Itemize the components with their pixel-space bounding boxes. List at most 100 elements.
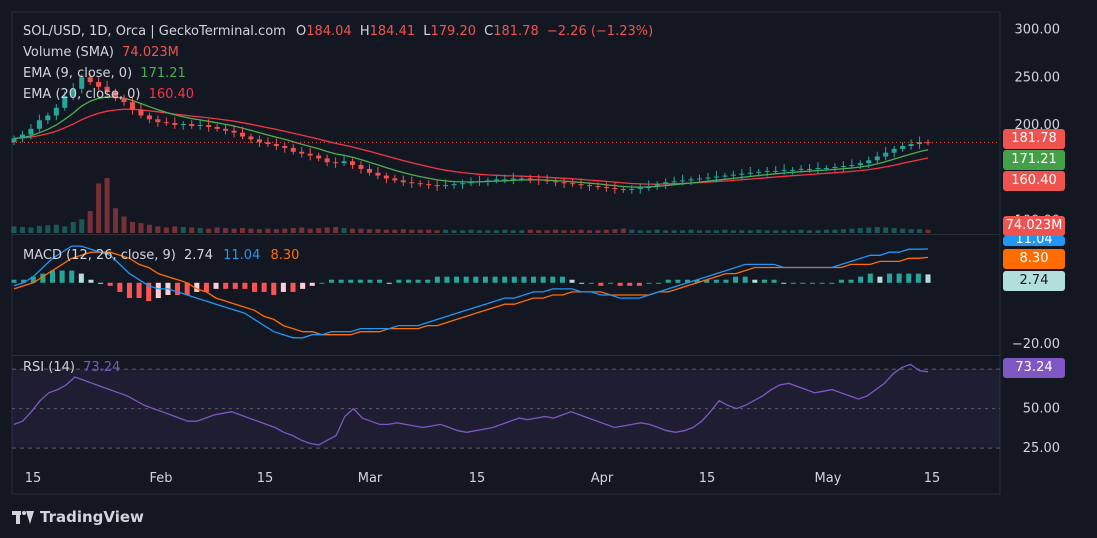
volume-bar: [282, 228, 288, 233]
volume-bar: [366, 229, 372, 233]
volume-bar: [917, 229, 923, 233]
macd-histogram-bar: [636, 282, 642, 286]
macd-histogram-bar: [790, 282, 796, 284]
candle-body: [87, 77, 93, 83]
volume-bar: [874, 226, 880, 233]
candle-body: [654, 184, 660, 187]
volume-bar: [586, 230, 592, 233]
pane-separator[interactable]: [12, 234, 1000, 235]
candle-body: [832, 167, 838, 168]
ema20-label: EMA (20, close, 0): [23, 87, 141, 102]
volume-bar: [79, 219, 85, 233]
volume-bar: [350, 228, 356, 233]
volume-bar: [45, 225, 51, 233]
candle-body: [773, 170, 779, 172]
x-axis-label: Mar: [358, 471, 383, 486]
open-value: 184.04: [306, 24, 352, 39]
volume-bar: [544, 230, 550, 233]
macd-histogram-bar: [319, 282, 325, 284]
macd-histogram-bar: [617, 282, 623, 286]
candle-body: [19, 134, 25, 139]
macd-histogram-bar: [848, 279, 854, 283]
macd-signal-tag: 8.30: [1003, 249, 1065, 269]
symbol-title[interactable]: SOL/USD, 1D, Orca | GeckoTerminal.com: [23, 24, 286, 39]
candle-body: [553, 181, 559, 183]
macd-histogram-bar: [694, 279, 700, 283]
macd-histogram-bar: [675, 279, 681, 283]
macd-histogram-bar: [386, 282, 392, 284]
macd-histogram-bar: [502, 276, 508, 283]
candle-body: [536, 179, 542, 181]
macd-histogram-bar: [511, 276, 517, 283]
volume-bar: [900, 228, 906, 233]
macd-histogram-bar: [126, 282, 132, 299]
volume-legend[interactable]: Volume (SMA) 74.023M: [23, 45, 179, 60]
candle-body: [561, 182, 567, 184]
candle-body: [857, 163, 863, 166]
macd-histogram-bar: [98, 282, 104, 284]
candle-body: [146, 115, 152, 120]
volume-bar: [493, 230, 499, 233]
candle-body: [409, 182, 415, 184]
macd-histogram-bar: [887, 273, 893, 283]
ohlc-header: SOL/USD, 1D, Orca | GeckoTerminal.com O1…: [23, 24, 653, 39]
candle-body: [578, 184, 584, 186]
macd-line-tag: 11.04: [1003, 236, 1065, 246]
macd-histogram-bar: [11, 279, 17, 283]
candle-body: [28, 128, 34, 135]
macd-histogram-bar: [203, 282, 209, 292]
volume-bar: [595, 230, 601, 233]
candle-body: [798, 168, 804, 170]
candle-body: [104, 86, 110, 92]
candle-body: [265, 142, 271, 145]
macd-histogram-bar: [588, 282, 594, 284]
candle-body: [510, 178, 516, 180]
volume-bar: [400, 229, 406, 233]
candle-body: [688, 179, 694, 181]
candle-body: [747, 172, 753, 174]
open-label: O: [295, 24, 307, 39]
volume-bar: [256, 229, 262, 233]
macd-histogram-bar: [223, 282, 229, 289]
macd-histogram-bar: [348, 279, 354, 283]
volume-bar: [510, 230, 516, 233]
tradingview-logo[interactable]: TradingView: [12, 508, 144, 526]
macd-histogram-bar: [723, 279, 729, 283]
macd-histogram-bar: [781, 282, 787, 284]
candle-body: [468, 182, 474, 184]
pane-separator[interactable]: [12, 355, 1000, 356]
candle-body: [586, 185, 592, 187]
volume-bar: [223, 228, 229, 233]
ema9-legend[interactable]: EMA (9, close, 0) 171.21: [23, 66, 186, 81]
rsi-band: [12, 369, 1000, 449]
close-value: 181.78: [493, 24, 539, 39]
macd-histogram-bar: [88, 279, 94, 283]
macd-histogram-bar: [136, 282, 142, 299]
volume-bar: [248, 228, 254, 233]
candle-body: [908, 144, 914, 146]
volume-bar: [570, 230, 576, 233]
volume-bar: [832, 229, 838, 233]
candle-body: [248, 136, 254, 140]
candle-body: [206, 125, 212, 127]
volume-bar: [307, 228, 313, 233]
volume-bar: [823, 229, 829, 233]
candle-body: [671, 181, 677, 183]
macd-legend[interactable]: MACD (12, 26, close, 9) 2.74 11.04 8.30: [23, 248, 299, 263]
candle-body: [434, 185, 440, 187]
candle-body: [840, 166, 846, 168]
macd-histogram-bar: [252, 282, 258, 292]
macd-histogram-bar: [761, 279, 767, 283]
candle-body: [595, 186, 601, 188]
macd-histogram-bar: [290, 282, 296, 292]
macd-label: MACD (12, 26, close, 9): [23, 248, 176, 263]
macd-histogram-bar: [829, 282, 835, 284]
ema20-legend[interactable]: EMA (20, close, 0) 160.40: [23, 87, 194, 102]
macd-histogram-bar: [531, 276, 537, 283]
candle-body: [172, 123, 178, 125]
candle-body: [790, 169, 796, 171]
volume-bar: [417, 229, 423, 233]
volume-bar: [333, 226, 339, 233]
rsi-legend[interactable]: RSI (14) 73.24: [23, 360, 120, 375]
